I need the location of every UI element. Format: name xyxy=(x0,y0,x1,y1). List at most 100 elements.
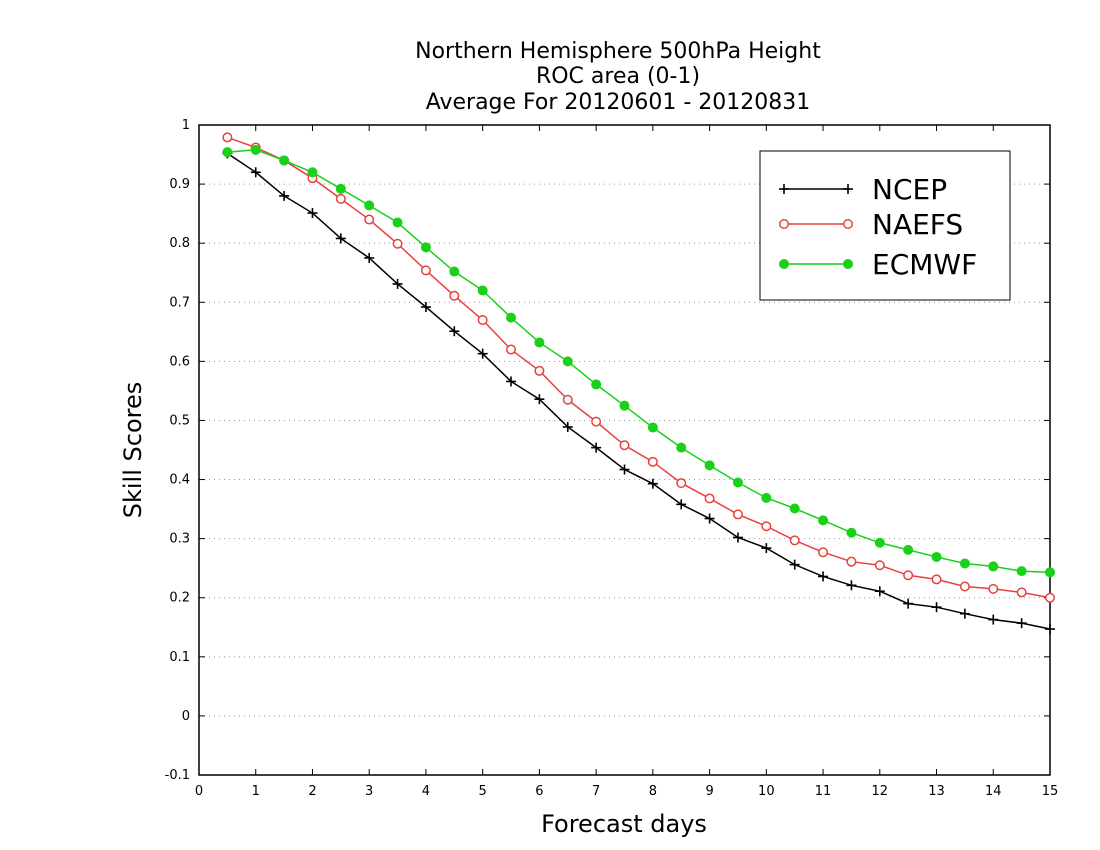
data-point xyxy=(988,583,999,594)
data-point xyxy=(591,416,602,427)
data-point xyxy=(279,155,290,166)
chart-title-line-3: Average For 20120601 - 20120831 xyxy=(426,90,811,115)
x-axis-label: Forecast days xyxy=(541,810,707,838)
data-point xyxy=(818,571,829,582)
chart-title-line-2: ROC area (0-1) xyxy=(536,64,700,89)
data-point xyxy=(903,598,914,609)
y-tick-label: 0.6 xyxy=(169,354,190,369)
data-point xyxy=(874,537,885,548)
data-point xyxy=(534,394,545,405)
data-point xyxy=(591,442,602,453)
data-point xyxy=(903,544,914,555)
y-tick-label: 0.7 xyxy=(169,295,190,310)
data-point xyxy=(779,184,789,194)
data-point xyxy=(562,356,573,367)
data-point xyxy=(818,547,829,558)
x-tick-label: 3 xyxy=(365,784,373,799)
data-point xyxy=(931,602,942,613)
data-point xyxy=(506,344,517,355)
x-tick-label: 13 xyxy=(928,784,945,799)
axis-ticks: -0.100.10.20.30.40.50.60.70.80.910 1 2 3 4 5 6… xyxy=(165,118,1059,799)
data-point xyxy=(1045,624,1055,635)
data-point xyxy=(931,574,942,585)
data-point xyxy=(420,302,431,312)
data-point xyxy=(364,214,375,225)
legend-item-naefs: NAEFS xyxy=(779,208,963,241)
x-tick-label: 14 xyxy=(985,784,1002,799)
y-tick-label: 1 xyxy=(182,118,190,133)
data-point xyxy=(959,608,970,619)
data-point xyxy=(335,193,346,204)
data-point xyxy=(779,259,789,269)
x-tick-label: 10 xyxy=(758,784,775,799)
data-point xyxy=(335,183,346,194)
data-point xyxy=(732,532,743,543)
data-point xyxy=(846,527,857,538)
data-point xyxy=(732,509,743,520)
data-point xyxy=(732,477,743,488)
x-tick-label: 9 xyxy=(705,784,713,799)
y-tick-label: 0.2 xyxy=(169,591,190,606)
data-point xyxy=(420,242,431,253)
x-tick-label: 2 xyxy=(308,784,316,799)
chart-title-line-1: Northern Hemisphere 500hPa Height xyxy=(415,39,821,64)
data-point xyxy=(619,400,630,411)
data-point xyxy=(562,421,573,432)
data-point xyxy=(789,559,800,570)
data-point xyxy=(506,376,517,387)
series-ecmwf xyxy=(222,144,1055,578)
legend-box xyxy=(759,150,1011,301)
data-point xyxy=(647,478,658,489)
x-tick-label: 1 xyxy=(252,784,260,799)
data-point xyxy=(988,561,999,572)
data-point xyxy=(477,315,488,325)
data-point xyxy=(843,259,853,269)
data-point xyxy=(449,266,460,277)
y-tick-label: 0.8 xyxy=(169,236,190,251)
data-point xyxy=(1045,592,1055,603)
data-point xyxy=(1016,587,1027,598)
data-point xyxy=(903,570,914,581)
data-point xyxy=(988,614,999,625)
y-tick-label: 0.9 xyxy=(169,177,190,192)
data-point xyxy=(307,208,318,219)
data-point xyxy=(704,460,715,471)
y-tick-label: 0.1 xyxy=(169,650,190,665)
data-point xyxy=(789,535,800,546)
data-point xyxy=(704,513,715,524)
y-tick-label: 0.5 xyxy=(169,413,190,428)
x-tick-label: 5 xyxy=(479,784,487,799)
series-naefs xyxy=(222,132,1055,603)
legend-item-ecmwf: ECMWF xyxy=(779,248,977,281)
data-point xyxy=(449,326,460,337)
y-tick-label: -0.1 xyxy=(165,768,190,783)
x-tick-label: 15 xyxy=(1042,784,1059,799)
x-tick-label: 12 xyxy=(872,784,889,799)
x-tick-label: 11 xyxy=(815,784,832,799)
chart-title: Northern Hemisphere 500hPa Height ROC ar… xyxy=(415,39,821,115)
data-point xyxy=(307,167,318,178)
data-point xyxy=(647,422,658,433)
data-point xyxy=(704,493,715,504)
data-point xyxy=(1045,567,1055,578)
y-tick-label: 0.4 xyxy=(169,473,190,488)
data-point xyxy=(1016,566,1027,577)
data-point xyxy=(761,492,772,503)
data-point xyxy=(1016,618,1027,629)
data-point xyxy=(250,167,261,178)
data-point xyxy=(959,581,970,592)
data-point xyxy=(619,464,630,475)
x-tick-label: 8 xyxy=(649,784,657,799)
data-point xyxy=(279,190,290,201)
data-point xyxy=(843,184,853,194)
data-point xyxy=(843,219,853,229)
legend-label: NAEFS xyxy=(872,208,963,241)
data-point xyxy=(222,132,233,143)
data-point xyxy=(250,144,261,155)
data-point xyxy=(789,503,800,514)
x-tick-label: 6 xyxy=(535,784,543,799)
data-point xyxy=(364,252,375,263)
x-tick-label: 4 xyxy=(422,784,430,799)
data-point xyxy=(392,278,403,289)
data-point xyxy=(761,543,772,554)
